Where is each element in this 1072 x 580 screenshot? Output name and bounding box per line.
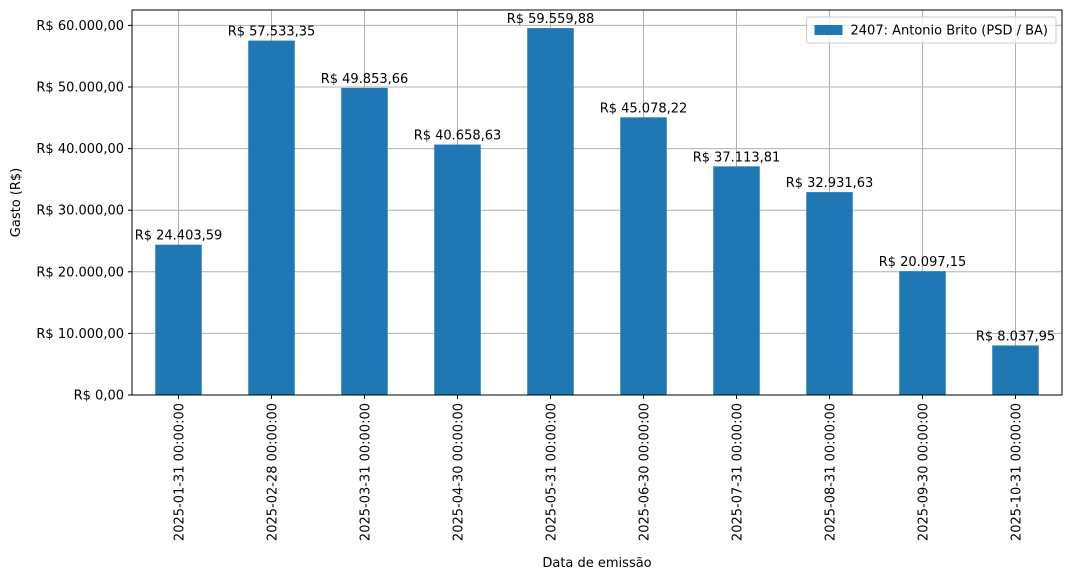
- bar: [713, 166, 760, 395]
- x-axis-label: Data de emissão: [542, 556, 651, 571]
- x-tick-label: 2025-03-31 00:00:00: [359, 403, 374, 541]
- bar: [341, 87, 388, 395]
- data-label: R$ 40.658,63: [414, 129, 502, 144]
- bar: [899, 271, 946, 395]
- y-tick-label: R$ 30.000,00: [36, 204, 124, 219]
- y-tick-label: R$ 0,00: [74, 389, 124, 404]
- y-tick-label: R$ 20.000,00: [36, 265, 124, 280]
- y-tick-label: R$ 40.000,00: [36, 142, 124, 157]
- x-tick-label: 2025-04-30 00:00:00: [452, 403, 467, 541]
- x-tick-label: 2025-07-31 00:00:00: [731, 403, 746, 541]
- data-labels: R$ 24.403,59 R$ 57.533,35 R$ 49.853,66 R$ 4…: [135, 12, 1055, 344]
- x-tick-label: 2025-09-30 00:00:00: [917, 403, 932, 541]
- y-axis-label: Gasto (R$): [9, 168, 24, 237]
- bar: [620, 117, 667, 395]
- bar: [527, 28, 574, 395]
- x-tick-label: 2025-10-31 00:00:00: [1010, 403, 1025, 541]
- legend-box: [806, 16, 1057, 44]
- data-label: R$ 57.533,35: [228, 25, 316, 40]
- bar: [248, 40, 295, 395]
- x-tick-label: 2025-08-31 00:00:00: [824, 403, 839, 541]
- y-tick-label: R$ 50.000,00: [36, 81, 124, 96]
- x-tick-label: 2025-02-28 00:00:00: [266, 403, 281, 541]
- legend-swatch: [814, 25, 843, 35]
- data-label: R$ 8.037,95: [976, 329, 1055, 344]
- bars: [155, 28, 1039, 395]
- data-label: R$ 49.853,66: [321, 72, 409, 87]
- data-label: R$ 32.931,63: [786, 176, 874, 191]
- data-label: R$ 20.097,15: [879, 255, 967, 270]
- x-tick-label: 2025-01-31 00:00:00: [173, 403, 188, 541]
- data-label: R$ 37.113,81: [693, 150, 781, 165]
- bar: [434, 144, 481, 395]
- plot-frame: [131, 9, 1063, 396]
- bar: [155, 244, 202, 395]
- legend-label: 2407: Antonio Brito (PSD / BA): [851, 24, 1048, 39]
- data-label: R$ 24.403,59: [135, 229, 223, 244]
- data-label: R$ 45.078,22: [600, 101, 688, 116]
- bar: [806, 192, 853, 395]
- y-tick-label: R$ 60.000,00: [36, 19, 124, 34]
- data-label: R$ 59.559,88: [507, 12, 595, 27]
- x-tick-label: 2025-06-30 00:00:00: [638, 403, 653, 541]
- bar: [992, 345, 1039, 395]
- y-tick-label: R$ 10.000,00: [36, 327, 124, 342]
- axes: R$ 0,00 R$ 10.000,00 R$ 20.000,00 R$ 30.000…: [36, 19, 1024, 541]
- x-tick-label: 2025-05-31 00:00:00: [545, 403, 560, 541]
- legend: 2407: Antonio Brito (PSD / BA): [806, 16, 1057, 44]
